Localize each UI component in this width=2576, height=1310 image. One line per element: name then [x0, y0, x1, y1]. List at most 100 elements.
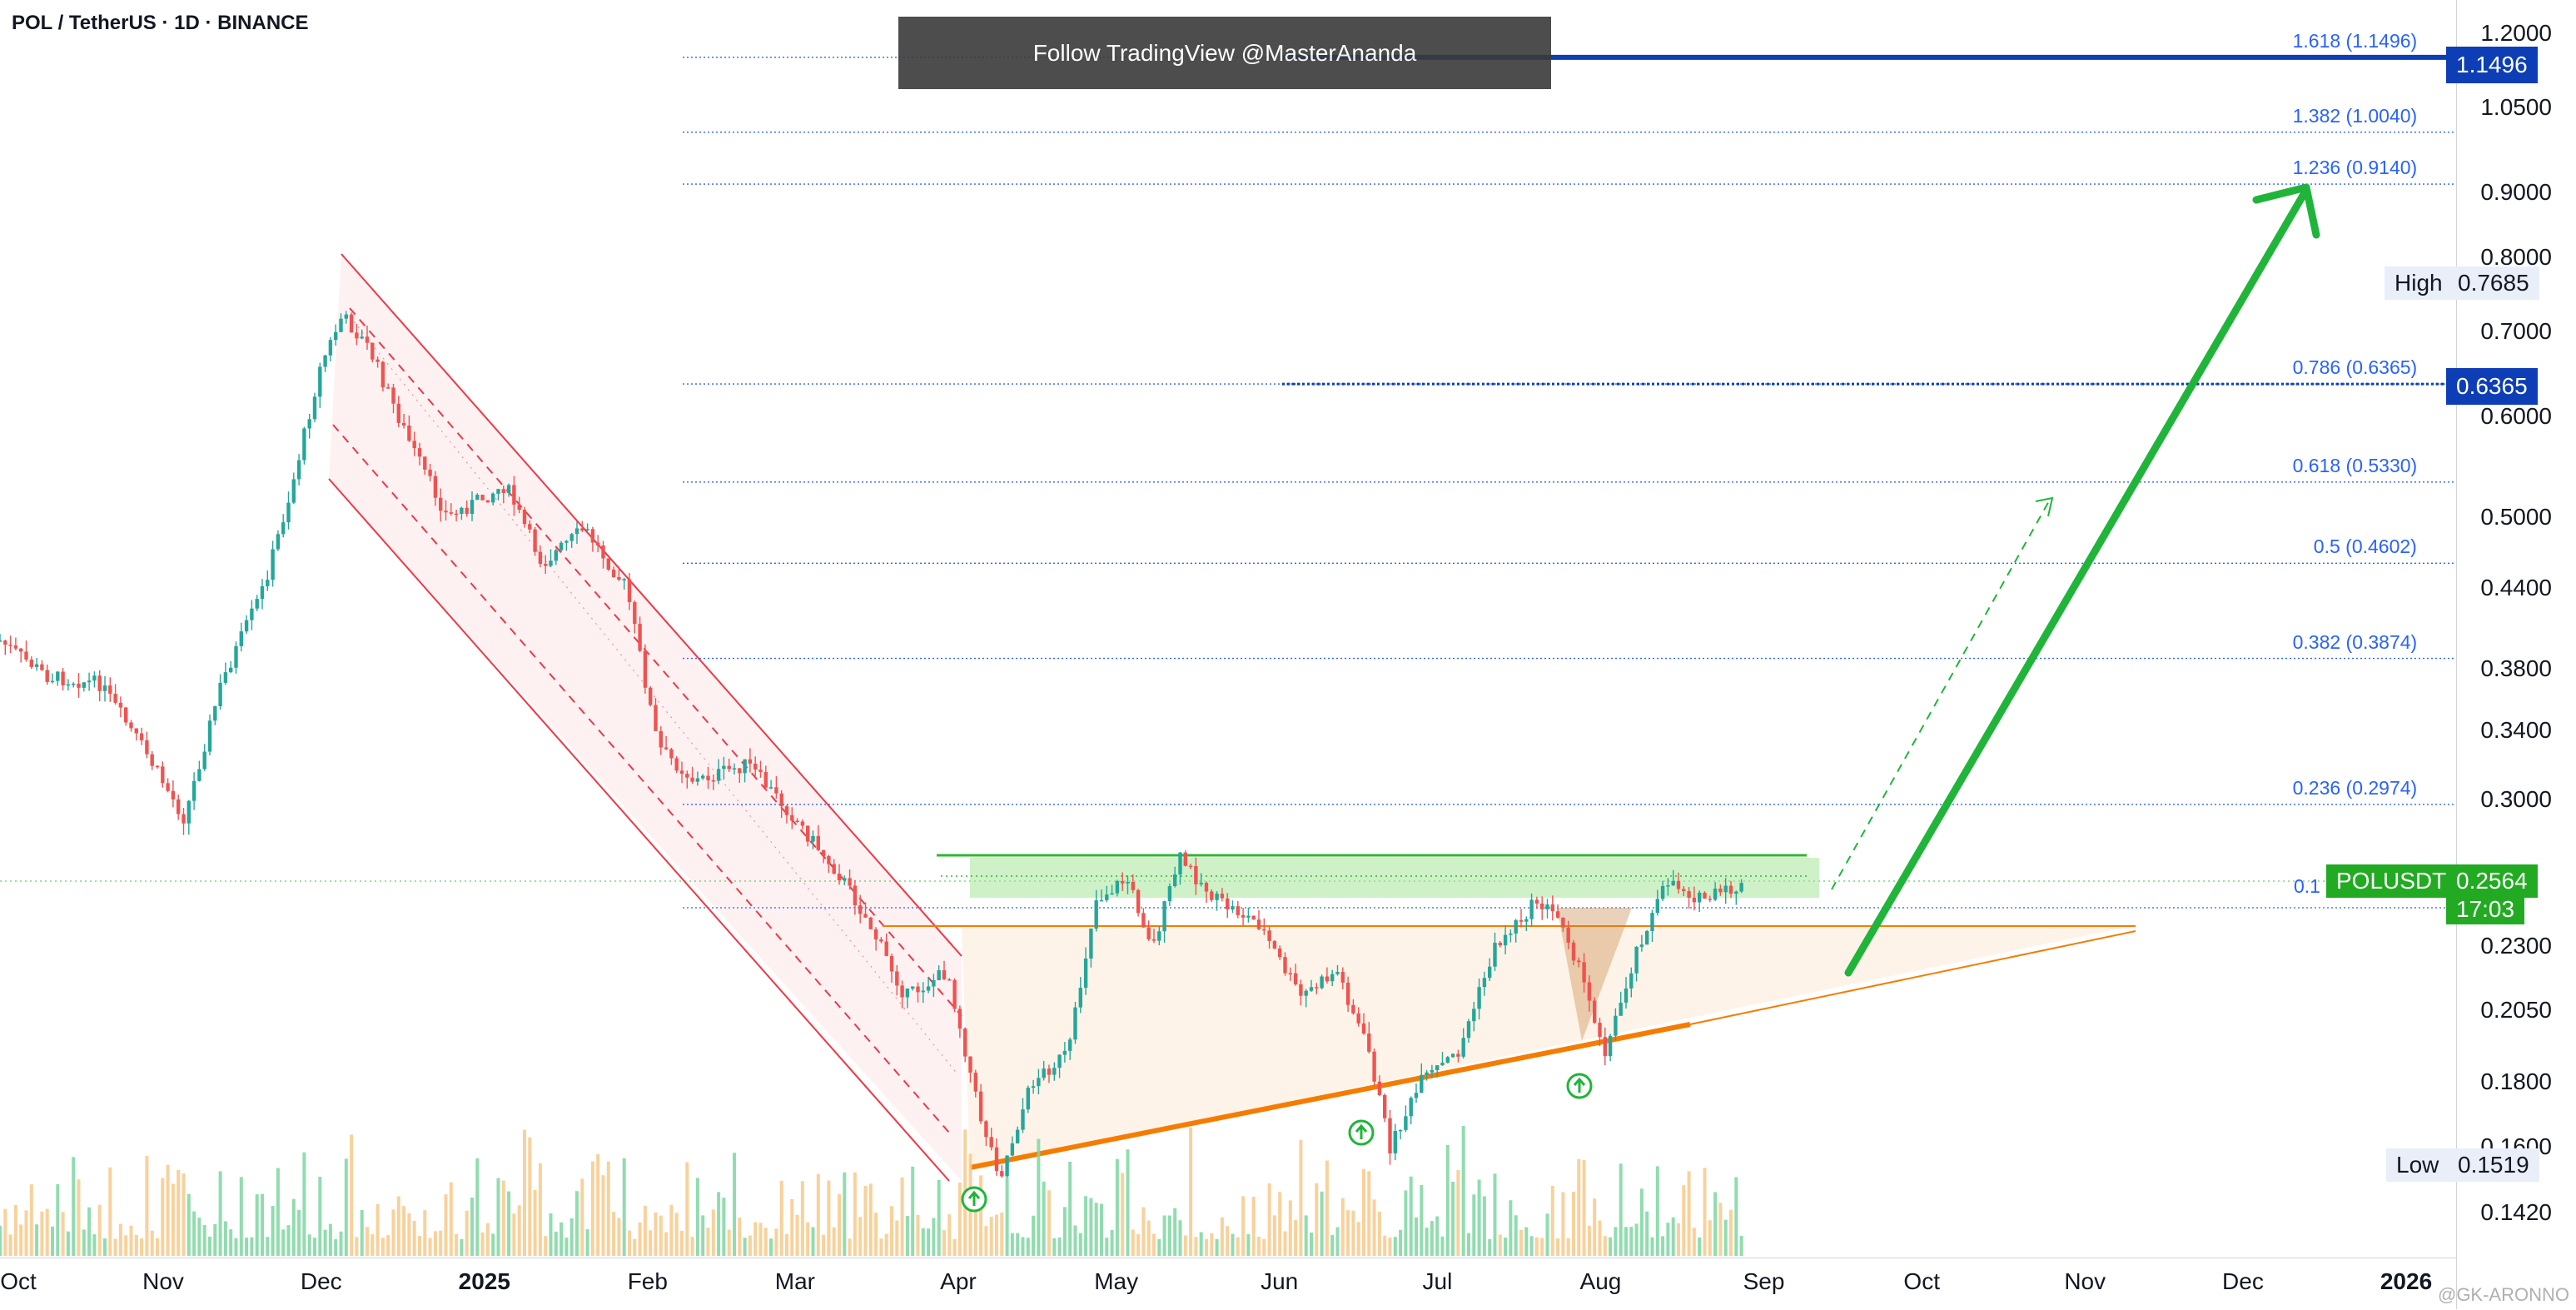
candle-body: [1309, 987, 1314, 991]
volume-bar: [1603, 1236, 1607, 1256]
volume-bar: [1383, 1235, 1387, 1256]
candle-body: [1514, 920, 1518, 934]
volume-bar: [1283, 1231, 1287, 1256]
volume-bar: [1094, 1203, 1098, 1256]
candle-body: [538, 551, 543, 565]
volume-bar: [134, 1234, 138, 1256]
volume-bar: [622, 1158, 626, 1256]
candle-body: [1136, 889, 1141, 914]
time-axis[interactable]: Oct Nov Dec 2025 Feb Mar Apr May Jun Jul Aug Sep Oct…: [0, 1258, 2456, 1310]
volume-bar: [77, 1179, 81, 1256]
volume-bar: [1183, 1235, 1187, 1256]
volume-bar: [711, 1209, 715, 1256]
candle-body: [585, 529, 589, 530]
candle-body: [1047, 1068, 1052, 1075]
candle-body: [1315, 987, 1319, 989]
volume-bar: [758, 1223, 763, 1256]
volume-bar: [544, 1236, 548, 1256]
volume-bar: [1509, 1200, 1513, 1256]
candle-body: [722, 765, 726, 770]
time-tick: Oct: [0, 1268, 37, 1294]
candle-body: [475, 495, 480, 501]
volume-bar: [832, 1227, 836, 1256]
candle-body: [1503, 934, 1508, 946]
volume-bar: [19, 1224, 23, 1256]
volume-bar: [790, 1198, 794, 1256]
candle-body: [480, 495, 485, 501]
candle-body: [1425, 1072, 1429, 1075]
price-axis[interactable]: 1.2000 1.0500 0.9000 0.8000 0.7000 0.6000 0.50…: [2456, 0, 2576, 1309]
price-tick: 0.2050: [2480, 996, 2552, 1023]
candle-body: [911, 986, 915, 989]
candle-body: [832, 864, 836, 874]
volume-bar: [937, 1179, 941, 1256]
candle-body: [1682, 889, 1686, 891]
candle-body: [1414, 1093, 1419, 1098]
candle-body: [695, 778, 700, 782]
candle-body: [202, 751, 206, 770]
volume-bar: [366, 1227, 369, 1256]
candle-body: [622, 579, 626, 580]
candle-body: [1598, 1023, 1602, 1038]
volume-bar: [375, 1203, 380, 1256]
candle-body: [407, 425, 411, 441]
volume-bar: [412, 1221, 416, 1256]
volume-bar: [1524, 1227, 1529, 1256]
volume-bar: [1723, 1219, 1728, 1256]
candle-body: [779, 793, 783, 807]
candle-body: [1351, 1004, 1355, 1014]
volume-bar: [449, 1182, 453, 1256]
volume-bar: [1084, 1196, 1088, 1256]
volume-bar: [72, 1157, 76, 1256]
volume-bar: [1671, 1217, 1675, 1256]
volume-bar: [1226, 1226, 1230, 1256]
volume-bar: [1420, 1184, 1424, 1256]
volume-bar: [921, 1228, 925, 1256]
volume-bar: [433, 1231, 437, 1256]
volume-bar: [307, 1234, 311, 1256]
candle-body: [843, 878, 847, 880]
volume-bar: [1456, 1169, 1460, 1256]
volume-bar: [1445, 1144, 1450, 1256]
time-tick: 2025: [458, 1268, 510, 1294]
volume-bar: [1010, 1233, 1014, 1256]
volume-bar: [1514, 1215, 1518, 1256]
volume-bar: [701, 1215, 705, 1256]
candle-body: [1377, 1081, 1382, 1095]
volume-bar: [1340, 1198, 1345, 1256]
candle-body: [1372, 1051, 1376, 1082]
candle-body: [1482, 978, 1487, 988]
candle-body: [1404, 1116, 1408, 1130]
candle-body: [72, 683, 76, 685]
fib-label: 0.236 (0.2974): [2292, 776, 2418, 799]
volume-bar: [612, 1212, 616, 1256]
candle-body: [1356, 1013, 1360, 1024]
volume-bar: [140, 1238, 144, 1256]
candle-body: [873, 929, 878, 940]
volume-bar: [344, 1158, 348, 1256]
volume-bar: [1629, 1227, 1634, 1256]
candle-body: [1529, 899, 1534, 919]
candle-body: [207, 720, 212, 752]
candle-body: [1398, 1129, 1403, 1132]
volume-bar: [1236, 1237, 1240, 1256]
volume-bar: [769, 1238, 773, 1256]
volume-bar: [407, 1213, 411, 1256]
volume-bar: [92, 1234, 97, 1256]
volume-bar: [1205, 1238, 1208, 1256]
candle-body: [889, 955, 894, 972]
volume-bar: [1110, 1229, 1114, 1256]
resistance-zone: [970, 858, 1819, 898]
volume-bar: [779, 1180, 783, 1256]
candle-body: [1141, 913, 1146, 928]
volume-bar: [1655, 1166, 1659, 1256]
candle-body: [1026, 1088, 1030, 1110]
candle-body: [365, 336, 370, 343]
candle-body: [1524, 919, 1529, 922]
volume-bar: [396, 1196, 400, 1256]
volume-bar: [1089, 1198, 1093, 1256]
candle-body: [800, 821, 805, 826]
candle-body: [1131, 881, 1135, 890]
candle-body: [13, 645, 18, 649]
